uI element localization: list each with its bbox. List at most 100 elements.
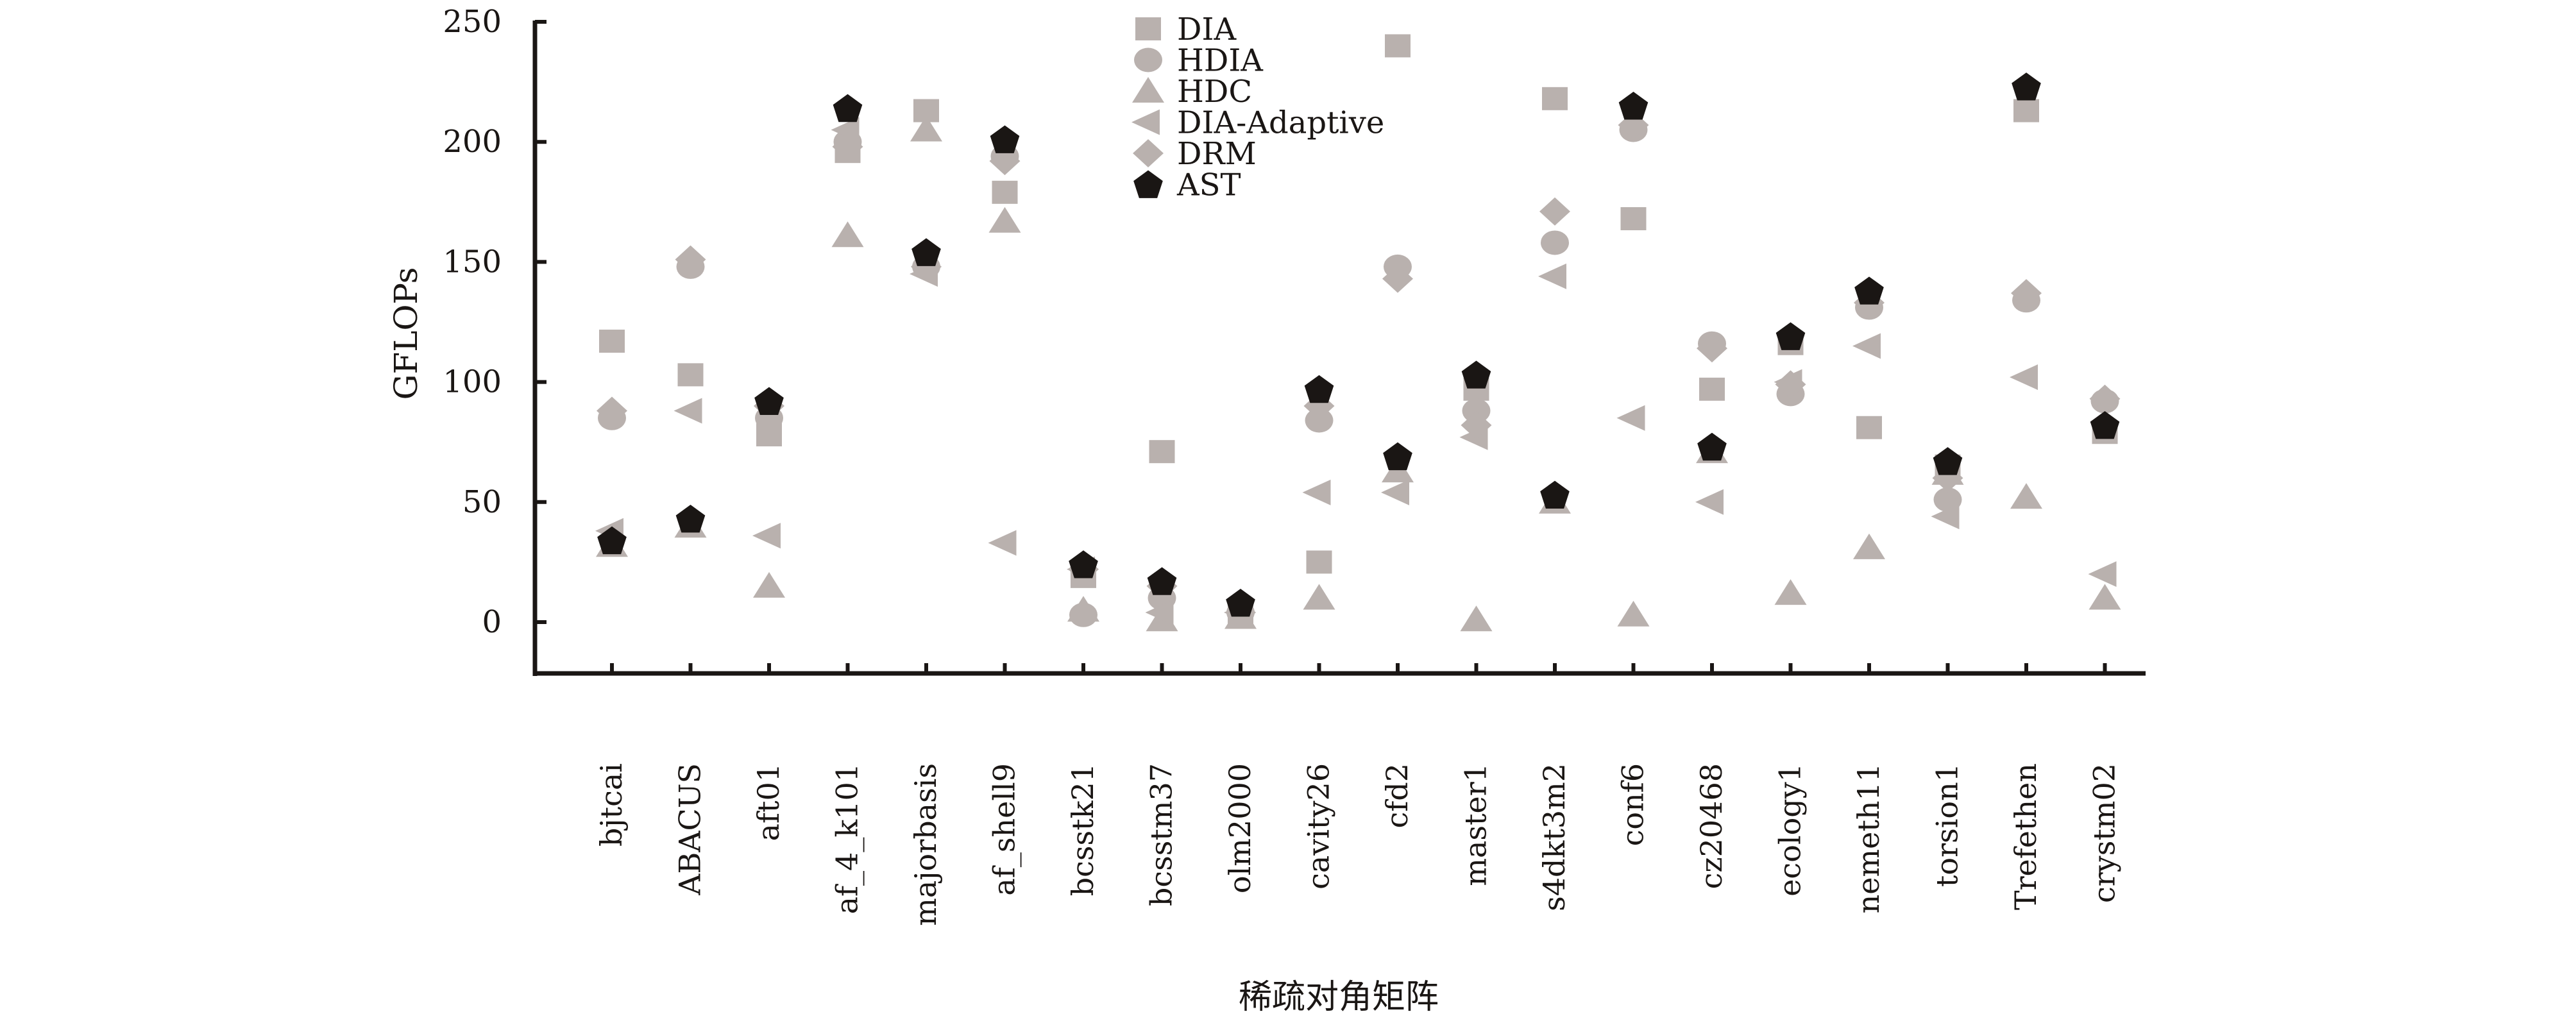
legend-label: DIA-Adaptive	[1177, 105, 1384, 141]
point-dia-cavity26	[1306, 550, 1332, 574]
point-hdc-aft01	[753, 571, 785, 598]
legend-marker-dia-adaptive	[1131, 109, 1160, 135]
point-dia-s4dkt3m2	[1542, 87, 1568, 110]
series-ast	[597, 72, 2120, 617]
point-dia-adaptive-cfd2	[1381, 479, 1409, 505]
point-dia-adaptive-bcsstm37	[1145, 600, 1174, 626]
point-ast-bcsstk21	[1069, 550, 1098, 578]
x-tick-label: majorbasis	[908, 763, 943, 926]
y-tick-label: 150	[443, 244, 502, 280]
y-tick-label: 200	[443, 124, 502, 160]
point-dia-cfd2	[1385, 34, 1411, 58]
x-tick-label: ABACUS	[673, 763, 708, 896]
point-ast-abacus	[675, 505, 706, 533]
point-ast-s4dkt3m2	[1540, 480, 1570, 509]
point-hdc-majorbasis	[910, 115, 942, 142]
point-drm-af_4_k101	[832, 132, 863, 161]
point-hdc-conf6	[1617, 600, 1650, 627]
y-axis-label: GFLOPs	[387, 267, 425, 400]
x-tick-label: af_shell9	[987, 763, 1022, 896]
legend-marker-dia	[1135, 17, 1161, 40]
point-dia-adaptive-conf6	[1616, 405, 1645, 431]
point-ast-cavity26	[1304, 375, 1334, 403]
series-hdc	[596, 115, 2121, 632]
x-tick-label: conf6	[1616, 763, 1650, 846]
y-tick-label: 50	[462, 484, 502, 520]
point-drm-cz20468	[1697, 334, 1727, 363]
legend-marker-hdc	[1132, 77, 1164, 103]
point-hdc-crystm02	[2089, 584, 2121, 610]
point-hdc-master1	[1460, 605, 1493, 632]
x-tick-label: bcsstk21	[1065, 763, 1100, 896]
legend-marker-hdia	[1134, 47, 1162, 72]
point-ast-bjtcai	[597, 526, 627, 555]
series-dia-adaptive	[595, 117, 2117, 626]
point-ast-cz20468	[1697, 432, 1727, 461]
x-tick-label: ecology1	[1773, 763, 1808, 897]
legend-label: AST	[1176, 167, 1241, 203]
x-axis-label: 稀疏对角矩阵	[1239, 978, 1439, 1017]
point-dia-bjtcai	[599, 329, 625, 353]
point-dia-af_shell9	[992, 180, 1018, 204]
point-dia-abacus	[677, 363, 704, 387]
point-dia-cz20468	[1699, 377, 1725, 401]
point-dia-adaptive-abacus	[674, 398, 702, 424]
point-drm-abacus	[675, 245, 706, 274]
x-tick-label: bjtcai	[594, 763, 629, 847]
x-tick-label: nemeth11	[1851, 763, 1886, 913]
point-dia-adaptive-trefethen	[2010, 364, 2038, 391]
point-ast-bcsstm37	[1147, 567, 1177, 595]
point-hdia-master1	[1462, 398, 1491, 423]
point-ast-trefethen	[2012, 72, 2041, 101]
x-tick-label: cfd2	[1380, 763, 1414, 829]
legend-label: DIA	[1177, 12, 1237, 47]
point-dia-adaptive-cavity26	[1302, 479, 1331, 505]
point-ast-majorbasis	[911, 238, 941, 266]
point-hdc-trefethen	[2010, 483, 2042, 509]
point-ast-master1	[1461, 360, 1491, 389]
series-drm	[597, 110, 2121, 627]
point-ast-af_shell9	[990, 125, 1020, 153]
point-ast-crystm02	[2090, 410, 2120, 439]
point-dia-adaptive-aft01	[752, 523, 781, 549]
legend-marker-ast	[1133, 170, 1163, 198]
point-ast-ecology1	[1775, 322, 1806, 350]
legend-label: HDC	[1177, 74, 1252, 110]
point-dia-nemeth11	[1856, 416, 1882, 439]
x-tick-label: master1	[1459, 763, 1493, 886]
y-tick-label: 100	[443, 364, 502, 400]
x-tick-label: aft01	[751, 763, 786, 841]
point-ast-aft01	[754, 387, 784, 415]
y-tick-label: 250	[443, 4, 502, 40]
series-hdia	[598, 117, 2119, 627]
point-dia-adaptive-cz20468	[1695, 489, 1724, 515]
x-tick-label: olm2000	[1223, 763, 1257, 893]
point-ast-nemeth11	[1854, 276, 1884, 305]
point-hdc-af_shell9	[988, 207, 1021, 233]
x-tick-label: cz20468	[1694, 763, 1729, 889]
legend-label: HDIA	[1177, 43, 1264, 79]
point-drm-ecology1	[1775, 370, 1806, 399]
point-hdc-bcsstk21	[1067, 596, 1099, 622]
point-hdc-nemeth11	[1853, 533, 1885, 559]
point-dia-adaptive-af_4_k101	[831, 117, 860, 143]
point-ast-olm2000	[1226, 589, 1255, 617]
y-tick-label: 0	[482, 604, 502, 640]
point-dia-adaptive-af_shell9	[988, 530, 1017, 556]
point-dia-adaptive-s4dkt3m2	[1538, 263, 1566, 289]
point-ast-af_4_k101	[833, 94, 863, 122]
point-dia-adaptive-nemeth11	[1852, 333, 1881, 359]
axes: 0 50 100 150 200 250 bjtcai ABACUS aft01 af_4_k10…	[443, 4, 2146, 926]
point-hdc-af_4_k101	[831, 221, 864, 248]
point-hdia-s4dkt3m2	[1541, 230, 1569, 255]
data-marks	[595, 34, 2121, 632]
point-hdia-cavity26	[1305, 408, 1334, 433]
x-tick-label: af_4_k101	[830, 763, 865, 914]
point-dia-conf6	[1620, 207, 1647, 231]
x-tick-label: torsion1	[1930, 763, 1965, 887]
point-drm-cfd2	[1382, 264, 1413, 293]
x-tick-label: crystm02	[2087, 763, 2122, 903]
point-drm-crystm02	[2089, 384, 2121, 413]
